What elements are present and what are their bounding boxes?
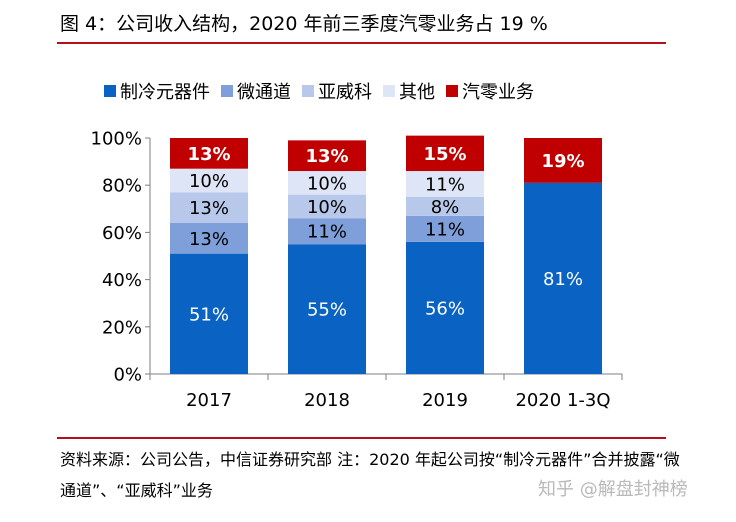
y-tick-label: 40% — [102, 270, 142, 291]
bar-segment — [406, 171, 484, 197]
bar-segment — [288, 218, 366, 245]
bar-segment — [524, 138, 602, 183]
bar-segment — [170, 138, 248, 169]
bar-segment — [170, 253, 248, 374]
legend-item: 其他 — [383, 78, 435, 104]
data-label: 15% — [423, 144, 466, 165]
x-category-label: 2017 — [186, 390, 232, 411]
y-tick-label: 100% — [91, 129, 142, 150]
x-category-label: 2020 1-3Q — [515, 390, 610, 411]
data-label: 56% — [425, 298, 465, 319]
data-label: 13% — [189, 198, 229, 219]
y-tick-label: 80% — [102, 176, 142, 197]
legend-label: 汽零业务 — [462, 82, 534, 103]
data-label: 19% — [541, 151, 584, 172]
data-label: 8% — [431, 197, 460, 218]
legend-item: 制冷元器件 — [104, 78, 210, 104]
data-label: 11% — [425, 219, 465, 240]
y-tick-label: 0% — [113, 365, 142, 386]
bar-segment — [170, 168, 248, 193]
bar-segment — [288, 171, 366, 195]
source-note: 资料来源：公司公告，中信证券研究部 注：2020 年起公司按“制冷元器件”合并披… — [60, 450, 680, 500]
data-label: 55% — [307, 300, 347, 321]
bar-segment — [288, 244, 366, 374]
data-label: 13% — [305, 146, 348, 167]
bar-segment — [288, 140, 366, 172]
chart-legend: 制冷元器件 微通道 亚威科 其他 汽零业务 — [104, 78, 545, 104]
data-label: 10% — [307, 197, 347, 218]
x-category-label: 2019 — [422, 390, 468, 411]
legend-label: 亚威科 — [318, 82, 372, 103]
data-label: 51% — [189, 304, 229, 325]
legend-label: 制冷元器件 — [120, 82, 210, 103]
data-label: 11% — [425, 175, 465, 196]
legend-swatch — [104, 85, 116, 97]
bar-segment — [288, 194, 366, 219]
legend-item: 汽零业务 — [446, 78, 534, 104]
legend-label: 微通道 — [237, 82, 291, 103]
legend-swatch — [221, 85, 233, 97]
bar-segment — [406, 241, 484, 374]
legend-label: 其他 — [399, 82, 435, 103]
bar-segment — [170, 192, 248, 223]
x-category-label: 2018 — [304, 390, 350, 411]
data-label: 13% — [189, 229, 229, 250]
data-label: 10% — [189, 171, 229, 192]
figure-title: 图 4：公司收入结构，2020 年前三季度汽零业务占 19 % — [60, 13, 548, 35]
data-label: 13% — [187, 144, 230, 165]
bar-segment — [406, 197, 484, 216]
bar-segment — [406, 135, 484, 172]
title-rule — [57, 42, 666, 44]
data-label: 81% — [543, 269, 583, 290]
y-tick-label: 60% — [102, 223, 142, 244]
watermark: 知乎 @解盘封神榜 — [538, 479, 688, 500]
bar-segment — [524, 182, 602, 374]
y-tick-label: 20% — [102, 317, 142, 338]
data-label: 10% — [307, 173, 347, 194]
bar-segment — [170, 222, 248, 254]
source-rule — [57, 437, 666, 439]
legend-swatch — [302, 85, 314, 97]
legend-swatch — [446, 85, 458, 97]
legend-item: 亚威科 — [302, 78, 372, 104]
legend-swatch — [383, 85, 395, 97]
data-label: 11% — [307, 222, 347, 243]
legend-item: 微通道 — [221, 78, 291, 104]
bar-segment — [406, 215, 484, 242]
